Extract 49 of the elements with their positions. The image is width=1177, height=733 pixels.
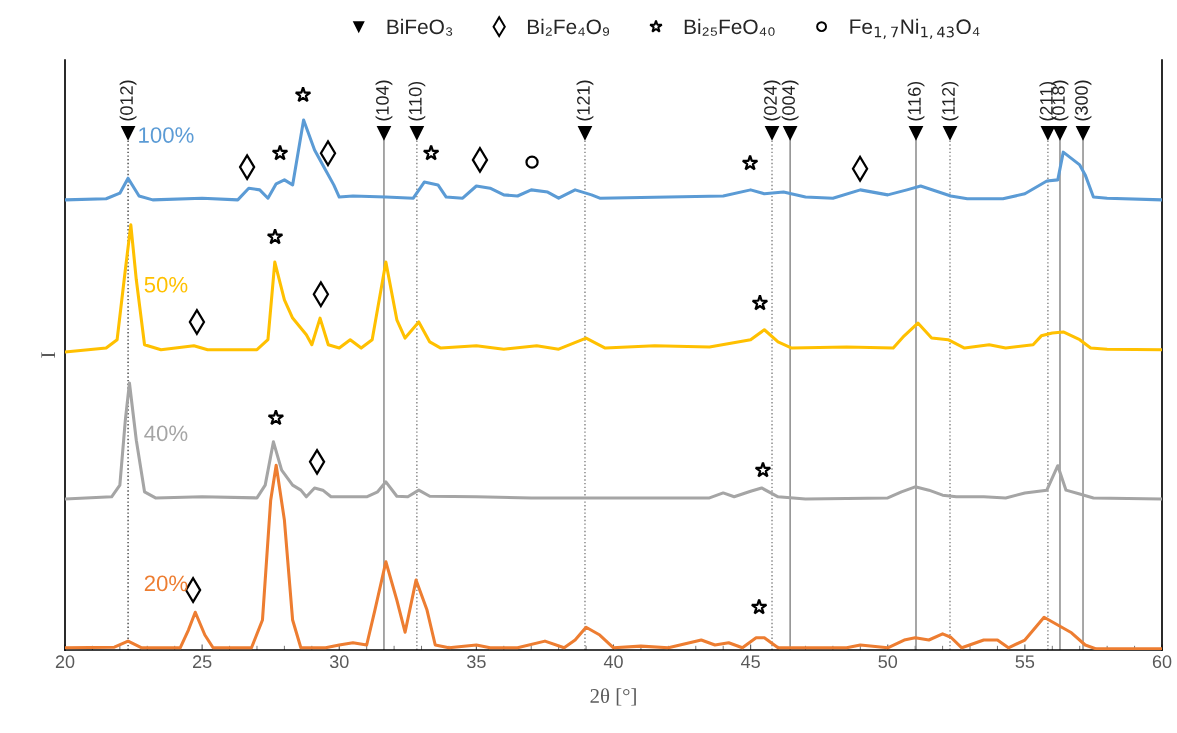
annotation: (300) — [1074, 80, 1092, 121]
x-tick-label: 20 — [55, 655, 75, 669]
point — [751, 294, 769, 311]
legend-label: Bi₂₅FeO₄₀ — [684, 18, 775, 36]
point — [750, 598, 768, 615]
x-tick-label: 60 — [1152, 655, 1172, 669]
series-label: 100% — [139, 127, 194, 143]
x-tick-label: 40 — [603, 655, 623, 669]
point — [765, 126, 779, 140]
point — [271, 144, 289, 161]
annotation: (024) — [763, 80, 781, 121]
point — [1076, 126, 1090, 140]
annotation: (110) — [408, 81, 426, 121]
point — [741, 154, 759, 171]
x-tick-label: 45 — [741, 655, 760, 669]
x-axis-title: 2θ [°] — [590, 688, 636, 706]
x-tick-label: 25 — [192, 655, 212, 669]
y-axis-title: I — [41, 352, 56, 358]
legend-label: Fe$_{1,7}$Ni$_{1,43}$O₄ — [850, 18, 980, 39]
x-tick-label: 30 — [329, 655, 349, 669]
annotation: (012) — [119, 80, 137, 121]
point — [410, 126, 424, 140]
point — [943, 126, 957, 140]
x-tick-label: 50 — [878, 655, 898, 669]
legend-label: BiFeO₃ — [387, 18, 453, 36]
annotation: (112) — [941, 81, 959, 121]
point — [266, 228, 284, 245]
point — [377, 126, 391, 140]
point — [578, 126, 592, 140]
point — [909, 126, 923, 140]
point — [422, 144, 440, 161]
point — [1053, 126, 1067, 140]
annotation: (104) — [375, 80, 393, 121]
point — [783, 126, 797, 140]
series-label: 20% — [144, 575, 188, 592]
point — [267, 409, 285, 426]
annotation: (121) — [576, 80, 594, 121]
x-tick-label: 35 — [467, 655, 486, 669]
x-tick-label: 55 — [1015, 655, 1035, 669]
legend-label: Bi₂Fe₄O₉ — [527, 18, 610, 36]
point — [1041, 126, 1055, 140]
series-label: 40% — [144, 425, 188, 442]
point — [525, 155, 539, 169]
series-label: 50% — [144, 276, 188, 293]
point — [294, 86, 312, 103]
point — [754, 461, 772, 478]
annotation: (116) — [907, 81, 925, 121]
point — [121, 126, 135, 140]
annotation: (004) — [781, 80, 799, 121]
